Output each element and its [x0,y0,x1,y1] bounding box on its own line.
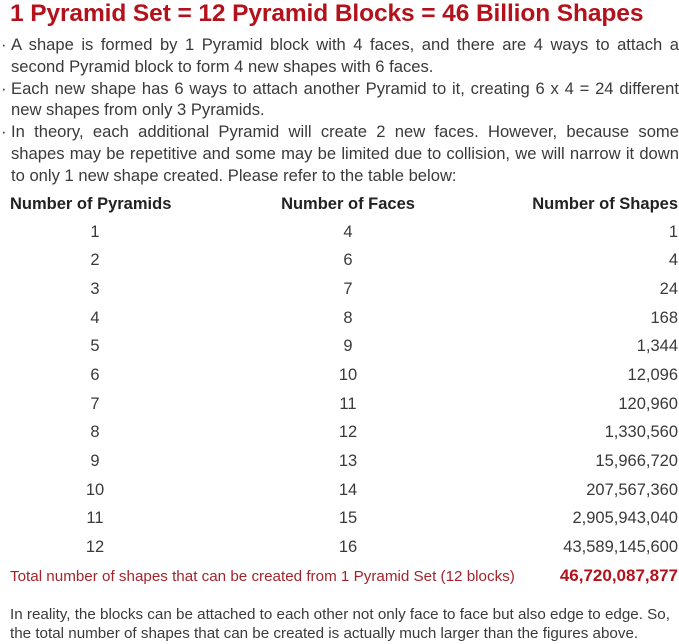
table-row: 5 9 1,344 [10,333,678,362]
footnote: In reality, the blocks can be attached t… [10,606,670,642]
cell-pyramids: 2 [90,251,100,270]
cell-pyramids: 7 [90,394,100,413]
bullet-item: · A shape is formed by 1 Pyramid block wi… [1,35,679,76]
cell-pyramids: 8 [90,423,100,442]
cell-shapes: 168 [650,308,678,327]
cell-shapes: 1,344 [636,337,678,356]
cell-faces: 9 [343,337,353,356]
cell-faces: 7 [343,280,353,299]
table-row: 1 4 1 [10,218,678,247]
cell-faces: 8 [343,308,353,327]
cell-shapes: 43,589,145,600 [563,537,678,556]
bullet-icon: · [1,35,7,54]
cell-faces: 16 [338,537,358,556]
table-header-row: Number of Pyramids Number of Faces Numbe… [10,191,678,218]
total-value: 46,720,087,877 [559,566,678,585]
header-pyramids: Number of Pyramids [10,195,172,213]
cell-shapes: 2,905,943,040 [572,509,678,528]
table-row: 9 13 15,966,720 [10,447,678,476]
cell-pyramids: 10 [85,480,105,499]
cell-faces: 12 [338,423,358,442]
table-row: 4 8 168 [10,304,678,333]
table-row: 2 6 4 [10,247,678,276]
cell-faces: 14 [338,480,358,499]
cell-faces: 15 [338,509,358,528]
bullet-icon: · [1,78,7,98]
cell-pyramids: 5 [90,337,100,356]
cell-shapes: 15,966,720 [595,451,678,470]
cell-shapes: 207,567,360 [586,480,678,499]
cell-faces: 6 [343,251,353,270]
bullet-item: · Each new shape has 6 ways to attach ano… [1,78,679,120]
shapes-table: Number of Pyramids Number of Faces Numbe… [10,191,678,562]
table-row: 3 7 24 [10,275,678,304]
table-row: 7 11 120,960 [10,390,678,419]
cell-faces: 13 [338,451,358,470]
cell-pyramids: 4 [90,308,100,327]
cell-pyramids: 6 [90,366,100,385]
header-shapes: Number of Shapes [532,195,678,213]
total-label: Total number of shapes that can be creat… [10,568,515,585]
table-row: 10 14 207,567,360 [10,476,678,505]
bullet-list: · A shape is formed by 1 Pyramid block wi… [0,34,679,187]
cell-shapes: 1,330,560 [604,423,678,442]
page-title: 1 Pyramid Set = 12 Pyramid Blocks = 46 B… [10,0,644,27]
cell-pyramids: 9 [90,451,100,470]
cell-shapes: 24 [659,280,678,299]
header-faces: Number of Faces [281,195,415,213]
table-row: 6 10 12,096 [10,361,678,390]
table-row: 11 15 2,905,943,040 [10,504,678,533]
bullet-item: · In theory, each additional Pyramid will… [1,122,679,185]
cell-pyramids: 11 [86,509,104,528]
cell-shapes: 12,096 [627,366,678,385]
cell-faces: 11 [339,394,357,413]
cell-shapes: 1 [668,222,678,241]
bullet-icon: · [1,122,7,142]
cell-shapes: 4 [668,251,678,270]
cell-pyramids: 12 [85,537,105,556]
cell-faces: 10 [338,366,358,385]
cell-shapes: 120,960 [618,394,678,413]
cell-faces: 4 [343,222,353,241]
table-row: 8 12 1,330,560 [10,418,678,447]
total-row: Total number of shapes that can be creat… [10,566,678,586]
cell-pyramids: 1 [90,222,100,241]
table-row: 12 16 43,589,145,600 [10,533,678,562]
cell-pyramids: 3 [90,280,100,299]
